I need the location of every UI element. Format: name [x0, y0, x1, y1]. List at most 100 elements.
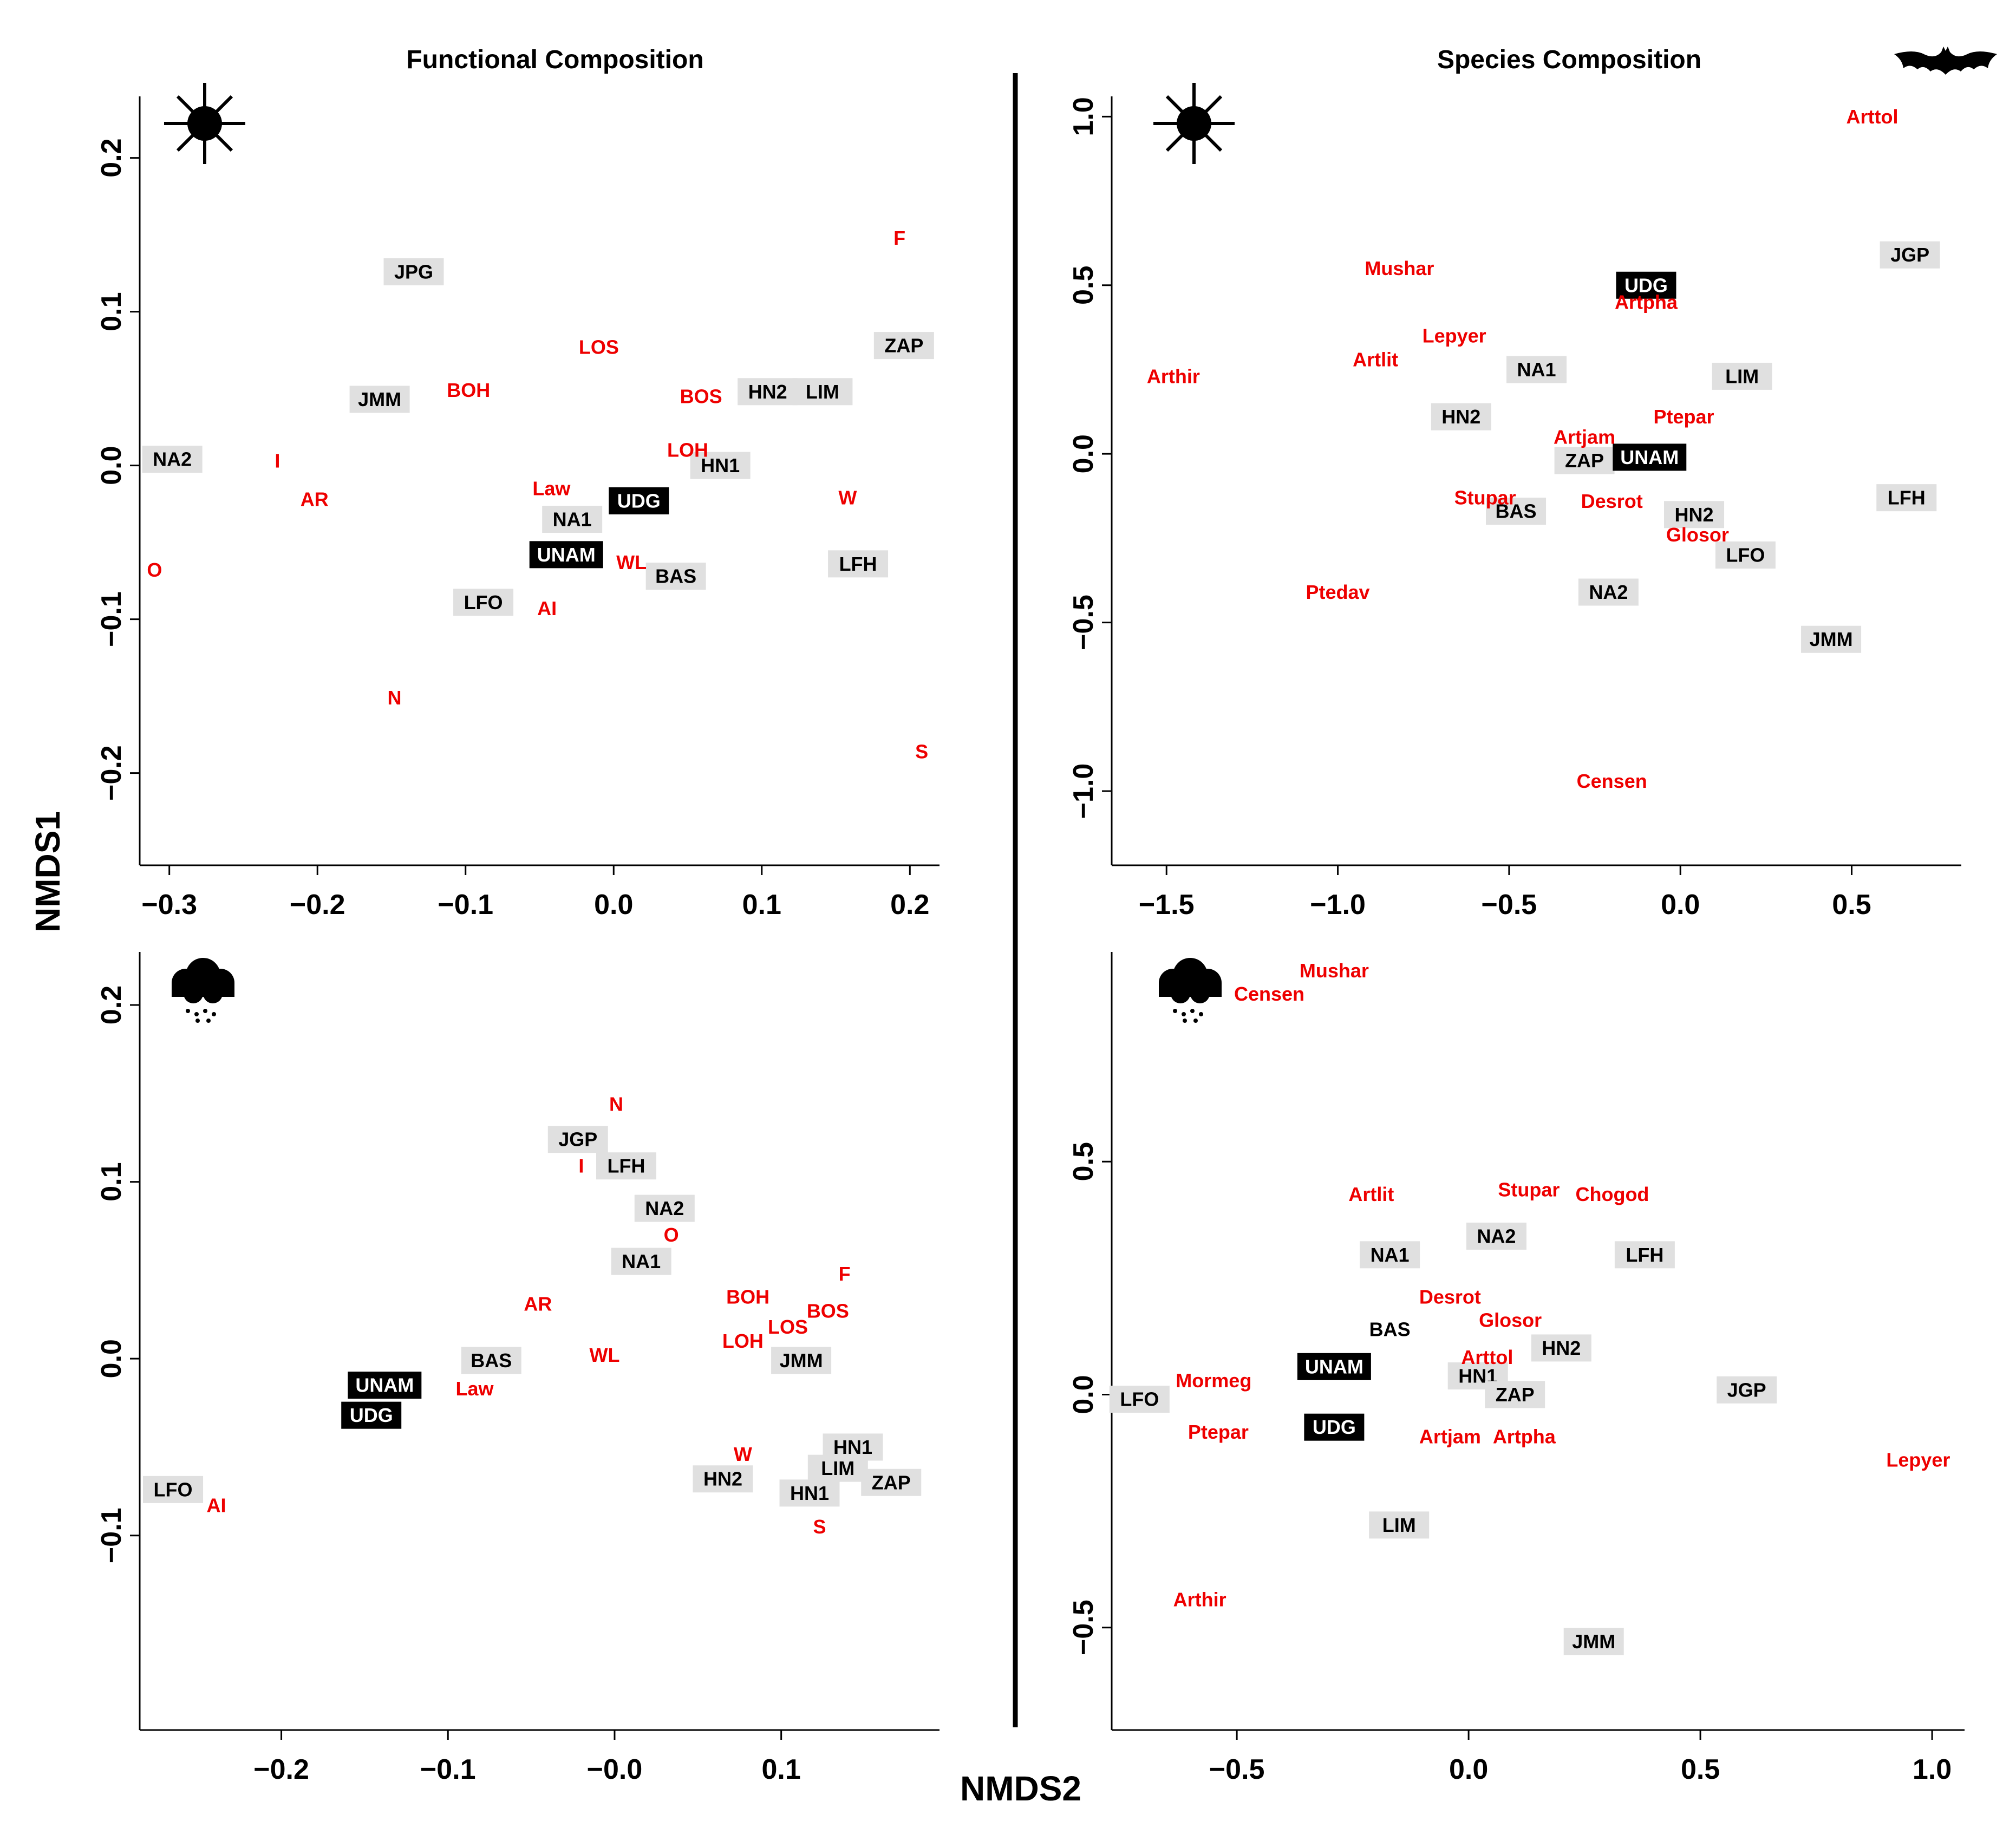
x-tick-label: −0.5 [1482, 889, 1537, 921]
site-marker [1297, 1353, 1371, 1380]
site-label: JMM [1810, 628, 1853, 650]
variable-label: LOS [768, 1316, 808, 1338]
site-label: NA2 [1589, 581, 1628, 603]
site-marker [341, 1401, 402, 1429]
variable-label: Mushar [1300, 960, 1369, 982]
panel-title-functional: Functional Composition [406, 45, 703, 74]
rain-cloud-icon [172, 958, 234, 1023]
variable-label: O [147, 559, 162, 581]
site-label: HN2 [703, 1468, 742, 1490]
site-label: JGP [558, 1128, 597, 1151]
variable-label: S [813, 1516, 826, 1538]
site-label: UNAM [537, 544, 596, 566]
site-label: HN2 [1675, 504, 1714, 526]
site-marker [828, 550, 889, 578]
site-marker [547, 1126, 608, 1153]
site-marker [693, 1465, 753, 1493]
variable-label: Desrot [1581, 490, 1643, 512]
site-label: BAS [1496, 500, 1537, 523]
site-label: HN1 [701, 454, 740, 477]
variable-label: Law [532, 478, 571, 500]
x-tick-label: −0.3 [141, 889, 197, 921]
variable-label: LOH [667, 439, 708, 461]
variable-label: Artjam [1419, 1425, 1481, 1447]
x-tick-label: 0.5 [1681, 1754, 1720, 1785]
variable-label: Arttol [1847, 106, 1898, 128]
site-marker [1880, 241, 1940, 269]
variable-label: BOS [680, 385, 722, 407]
x-tick-label: −0.2 [290, 889, 345, 921]
site-label: LIM [1725, 365, 1759, 387]
site-marker [1554, 447, 1615, 474]
variable-label: Stupar [1454, 487, 1516, 509]
variable-label: F [893, 227, 905, 249]
site-marker [529, 541, 603, 569]
y-axis-title: NMDS1 [28, 811, 67, 932]
y-tick-label: 0.2 [96, 985, 127, 1024]
site-marker [634, 1195, 695, 1222]
variable-label: AR [524, 1293, 552, 1315]
site-label: NA2 [153, 448, 192, 471]
site-marker [611, 1248, 671, 1275]
site-label: LIM [806, 381, 839, 403]
x-tick-label: −1.5 [1139, 889, 1195, 921]
x-tick-label: −1.0 [1310, 889, 1366, 921]
variable-label: Glosor [1479, 1309, 1542, 1331]
variable-label: Stupar [1498, 1178, 1560, 1200]
site-marker [1486, 498, 1547, 525]
x-tick-label: −0.1 [420, 1754, 476, 1785]
site-marker [348, 1372, 422, 1399]
y-tick-label: 0.1 [96, 1162, 127, 1201]
site-marker [609, 487, 669, 514]
variable-label: LOS [579, 336, 619, 358]
site-marker [142, 446, 203, 473]
site-label: ZAP [872, 1471, 911, 1493]
y-tick-label: −0.1 [96, 591, 127, 647]
x-tick-label: −0.1 [438, 889, 493, 921]
variable-label: BOH [726, 1285, 769, 1308]
site-label: JPG [394, 260, 433, 283]
y-tick-label: 0.5 [1068, 1142, 1099, 1181]
site-label: BAS [471, 1349, 512, 1372]
variable-label: Ptedav [1306, 581, 1370, 603]
variable-label: Ptepar [1654, 406, 1714, 428]
site-marker [1485, 1381, 1545, 1408]
site-label: LFH [839, 553, 877, 575]
site-label: HN2 [748, 381, 787, 403]
sun-icon [164, 83, 245, 164]
site-marker [383, 258, 444, 285]
site-marker [1614, 1241, 1675, 1269]
site-label: UNAM [1305, 1355, 1363, 1378]
site-marker [596, 1152, 657, 1180]
variable-label: WL [590, 1344, 620, 1366]
variable-label: BOS [807, 1300, 849, 1322]
variable-label: Mushar [1365, 257, 1434, 279]
y-tick-label: 0.1 [96, 292, 127, 331]
variable-label: Lepyer [1423, 325, 1486, 347]
site-label: NA2 [645, 1197, 684, 1219]
site-marker [1304, 1413, 1365, 1441]
y-tick-label: 0.0 [96, 1339, 127, 1378]
site-marker [453, 589, 514, 616]
site-marker [645, 563, 706, 590]
site-label: JMM [1572, 1630, 1615, 1653]
variable-label: AR [301, 488, 329, 511]
site-marker [1578, 578, 1639, 606]
variable-label: Arthir [1147, 365, 1200, 387]
site-label: NA2 [1477, 1225, 1516, 1247]
site-label: ZAP [884, 335, 923, 357]
y-tick-label: 0.0 [1068, 1375, 1099, 1414]
y-tick-label: 0.0 [1068, 434, 1099, 473]
site-marker [1563, 1628, 1624, 1655]
y-tick-label: −0.1 [96, 1507, 127, 1563]
site-marker [1360, 1241, 1420, 1269]
site-marker [1876, 484, 1937, 512]
site-label: LFH [1888, 487, 1926, 509]
site-marker [1466, 1222, 1526, 1250]
site-marker [1369, 1511, 1430, 1539]
site-label: LFO [154, 1478, 193, 1500]
site-label: JMM [780, 1349, 823, 1372]
site-marker [861, 1468, 922, 1496]
variable-label: N [609, 1093, 623, 1115]
